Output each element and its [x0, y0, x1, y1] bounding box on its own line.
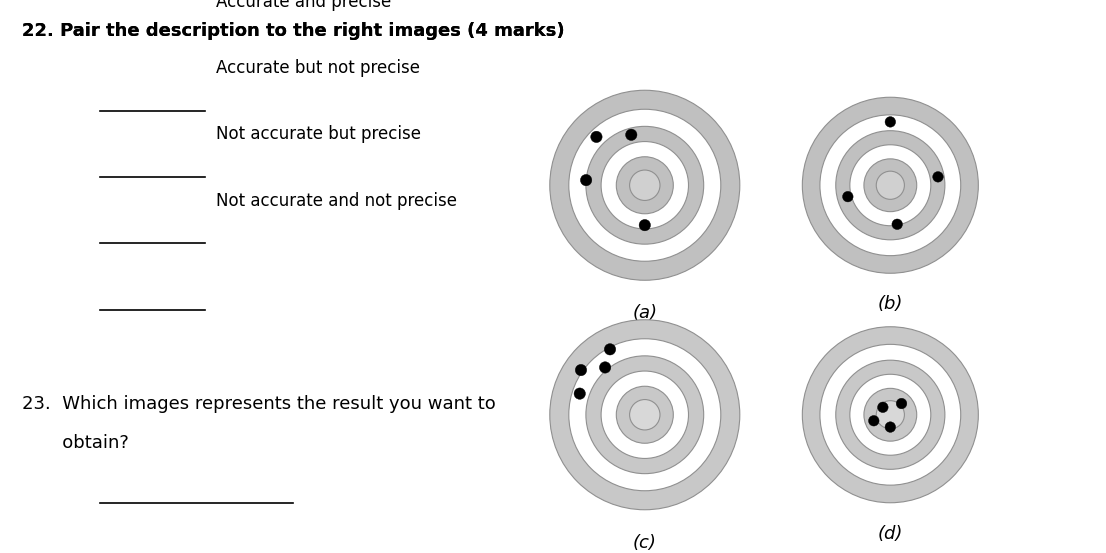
Text: 23.  Which images represents the result you want to: 23. Which images represents the result y…: [22, 395, 495, 414]
Circle shape: [876, 401, 905, 429]
Circle shape: [639, 220, 650, 231]
Circle shape: [877, 402, 888, 413]
Circle shape: [586, 356, 703, 474]
Text: Accurate and precise: Accurate and precise: [216, 0, 390, 11]
Circle shape: [891, 219, 902, 229]
Circle shape: [802, 327, 979, 503]
Circle shape: [568, 339, 721, 491]
Text: 22. Pair the description to the right images (4 marks): 22. Pair the description to the right im…: [22, 22, 565, 40]
Circle shape: [864, 388, 917, 441]
Circle shape: [586, 126, 703, 244]
Circle shape: [849, 374, 931, 455]
Circle shape: [581, 174, 592, 186]
Circle shape: [896, 398, 907, 409]
Circle shape: [843, 191, 853, 202]
Circle shape: [575, 364, 586, 376]
Circle shape: [574, 388, 585, 399]
Circle shape: [604, 343, 616, 355]
Circle shape: [885, 422, 896, 432]
Circle shape: [616, 156, 674, 214]
Circle shape: [601, 371, 689, 458]
Circle shape: [591, 131, 602, 143]
Circle shape: [599, 362, 611, 373]
Circle shape: [550, 320, 740, 510]
Text: 22. Pair the description to the right images (4 marks): 22. Pair the description to the right im…: [22, 22, 565, 40]
Circle shape: [932, 171, 943, 182]
Circle shape: [849, 145, 931, 226]
Circle shape: [601, 142, 689, 229]
Circle shape: [629, 400, 660, 430]
Circle shape: [876, 171, 905, 199]
Circle shape: [864, 159, 917, 212]
Circle shape: [820, 115, 961, 255]
Text: obtain?: obtain?: [22, 434, 129, 452]
Circle shape: [802, 97, 979, 273]
Text: (b): (b): [878, 295, 902, 313]
Text: (a): (a): [633, 304, 657, 322]
Circle shape: [626, 129, 637, 140]
Circle shape: [550, 90, 740, 280]
Text: (d): (d): [878, 525, 902, 542]
Text: Accurate but not precise: Accurate but not precise: [216, 59, 419, 77]
Circle shape: [885, 117, 896, 127]
Circle shape: [836, 131, 945, 240]
Circle shape: [868, 415, 879, 426]
Circle shape: [568, 109, 721, 261]
Circle shape: [629, 170, 660, 200]
Text: Not accurate but precise: Not accurate but precise: [216, 126, 420, 143]
Text: (c): (c): [633, 534, 657, 551]
Circle shape: [836, 360, 945, 469]
Text: Not accurate and not precise: Not accurate and not precise: [216, 192, 457, 210]
Circle shape: [616, 386, 674, 444]
Circle shape: [820, 345, 961, 485]
